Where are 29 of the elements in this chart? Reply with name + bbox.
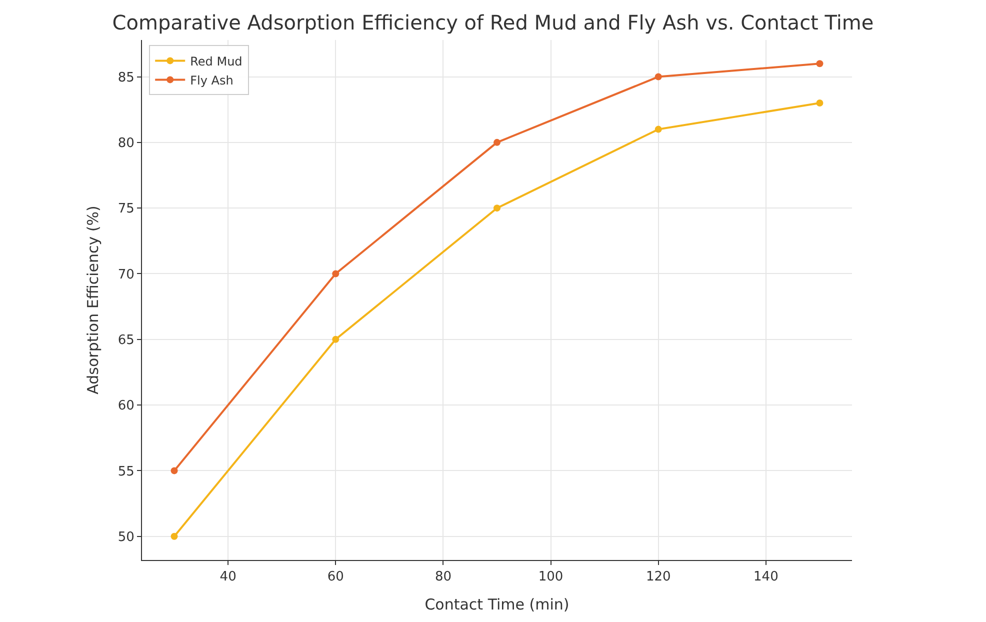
point	[654, 73, 662, 80]
x-tick-label: 120	[646, 570, 671, 585]
y-tick-label: 50	[118, 530, 134, 545]
x-tick-label: 80	[434, 570, 452, 585]
point	[654, 126, 662, 133]
x-tick-label: 140	[754, 570, 778, 585]
point	[332, 270, 340, 278]
point	[816, 100, 824, 107]
x-axis-title: Contact Time (min)	[424, 596, 570, 614]
x-tick-label: 100	[538, 570, 564, 585]
y-tick-label: 60	[118, 398, 134, 414]
point	[494, 138, 500, 146]
x-tick-label: 60	[327, 570, 344, 585]
y-tick-label: 80	[118, 136, 134, 151]
point	[494, 204, 500, 212]
y-tick-label: 55	[118, 464, 134, 480]
y-tick-label: 85	[118, 70, 134, 86]
legend-label: Red Mud	[190, 54, 242, 68]
x-tick-label: 40	[220, 570, 236, 585]
y-tick-label: 65	[118, 332, 134, 348]
point	[170, 467, 178, 474]
chart-title: Comparative Adsorption Efficiency of Red Mud and Fly Ash vs. Contact Time	[112, 10, 874, 35]
legend-label: Fly Ash	[190, 73, 234, 88]
point	[816, 60, 824, 68]
y-tick-label: 70	[118, 267, 134, 282]
y-axis-title: Adsorption Efficiency (%)	[84, 206, 102, 394]
y-tick-label: 75	[118, 202, 134, 217]
point	[332, 336, 340, 343]
point	[170, 532, 178, 540]
